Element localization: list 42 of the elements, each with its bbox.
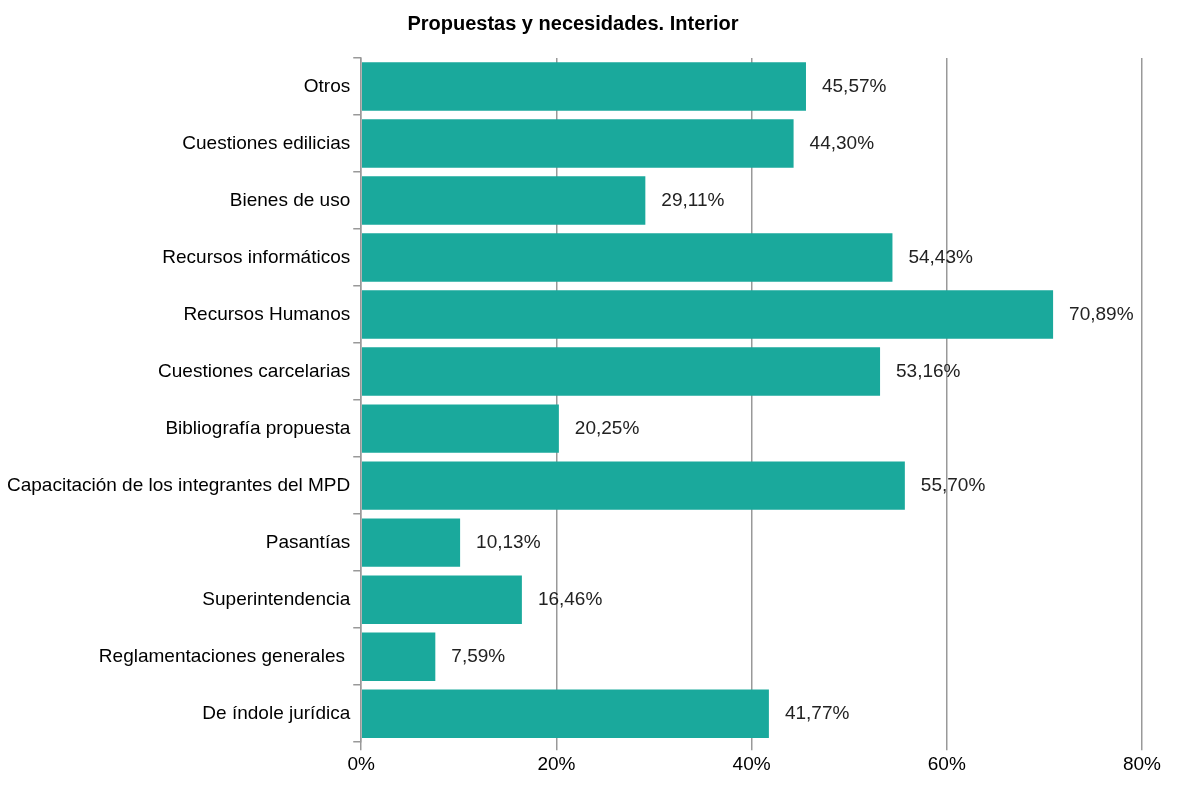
- x-tick-label: 0%: [347, 752, 376, 774]
- bar: [361, 632, 436, 681]
- bar: [361, 404, 559, 453]
- data-label: 41,77%: [784, 701, 850, 723]
- data-label: 16,46%: [537, 587, 603, 609]
- data-label: 54,43%: [908, 245, 973, 267]
- bar: [361, 290, 1054, 339]
- y-tick-label: De índole jurídica: [202, 701, 351, 723]
- x-tick-label: 60%: [927, 752, 966, 774]
- data-label: 53,16%: [896, 359, 961, 381]
- bar: [361, 689, 769, 738]
- y-tick-label: Cuestiones carcelarias: [158, 359, 351, 381]
- y-tick-label: Cuestiones edilicias: [182, 131, 351, 153]
- bar: [361, 176, 646, 225]
- data-label: 70,89%: [1069, 302, 1134, 324]
- y-tick-label: Recursos Humanos: [183, 302, 351, 324]
- bar: [361, 233, 893, 282]
- data-label: 44,30%: [809, 131, 875, 153]
- y-tick-label: Pasantías: [265, 530, 351, 552]
- y-tick-label: Bibliografía propuesta: [165, 416, 351, 438]
- y-tick-label: Otros: [303, 74, 351, 96]
- bar: [361, 62, 806, 111]
- data-label: 20,25%: [574, 416, 640, 438]
- bar: [361, 461, 905, 510]
- y-tick-label: Recursos informáticos: [162, 245, 351, 267]
- x-tick-label: 80%: [1122, 752, 1162, 774]
- data-label: 29,11%: [661, 188, 725, 210]
- y-tick-label: Superintendencia: [202, 587, 351, 609]
- x-tick-label: 20%: [537, 752, 576, 774]
- bar: [361, 518, 461, 567]
- x-tick-label: 40%: [732, 752, 771, 774]
- y-tick-label: Reglamentaciones generales: [98, 644, 351, 666]
- data-label: 10,13%: [476, 530, 541, 552]
- chart-title: Propuestas y necesidades. Interior: [407, 11, 739, 34]
- bar: [361, 347, 881, 396]
- data-label: 7,59%: [451, 644, 506, 666]
- data-label: 55,70%: [920, 473, 986, 495]
- data-label: 45,57%: [821, 74, 887, 96]
- bar: [361, 119, 794, 168]
- y-tick-label: Capacitación de los integrantes del MPD: [6, 473, 351, 495]
- bar: [361, 575, 522, 624]
- y-tick-label: Bienes de uso: [229, 188, 351, 210]
